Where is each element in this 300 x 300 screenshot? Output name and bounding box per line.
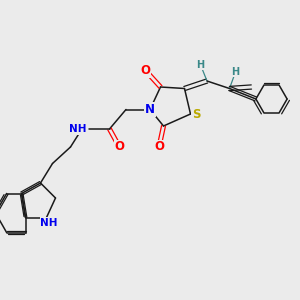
Text: S: S	[192, 107, 200, 121]
Text: H: H	[196, 59, 205, 70]
Text: NH: NH	[69, 124, 86, 134]
Text: N: N	[145, 103, 155, 116]
Text: H: H	[231, 67, 240, 77]
Text: O: O	[114, 140, 124, 154]
Text: O: O	[140, 64, 151, 77]
Text: NH: NH	[40, 218, 58, 228]
Text: O: O	[154, 140, 164, 154]
